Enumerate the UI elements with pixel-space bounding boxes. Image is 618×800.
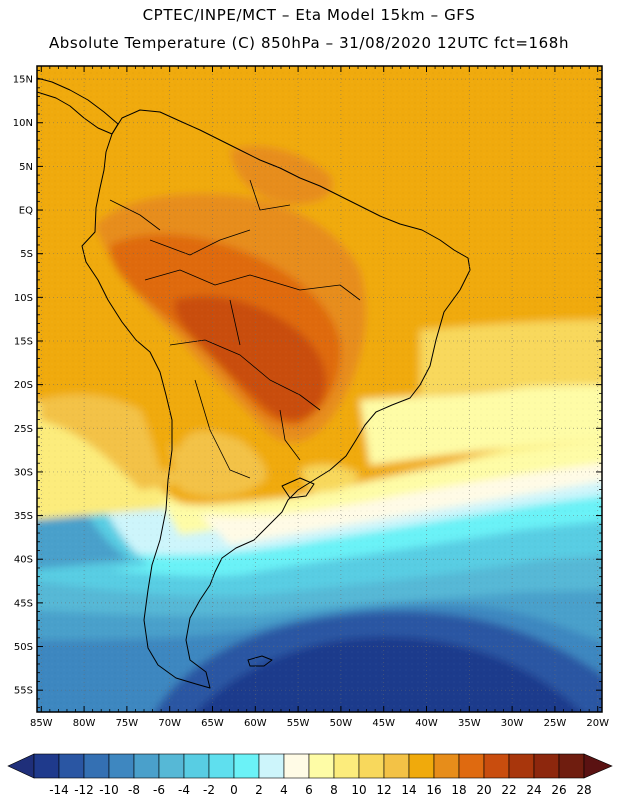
colorbar-labels: -14 -12 -10 -8 -6 -4 -2 0 2 4 6 8 10 12 14 16 18 20 22 24 26…	[49, 783, 591, 797]
lon-label: 65W	[201, 718, 224, 729]
title-line-2: Absolute Temperature (C) 850hPa – 31/08/…	[48, 34, 570, 52]
lat-label: 15S	[14, 336, 33, 347]
colorbar-label: 14	[401, 783, 416, 797]
colorbar-label: 12	[376, 783, 391, 797]
colorbar-label: 20	[476, 783, 491, 797]
colorbar-label: -6	[153, 783, 165, 797]
lon-label: 50W	[330, 718, 353, 729]
colorbar-swatch	[183, 753, 210, 779]
colorbar-right-arrow	[583, 753, 613, 779]
colorbar-label: 22	[501, 783, 516, 797]
colorbar-left-arrow	[7, 753, 35, 779]
lat-label: 5N	[19, 162, 33, 173]
lat-label: 20S	[14, 380, 33, 391]
latitude-labels: 15N 10N 5N EQ 5S 10S 15S 20S 25S 30S 35S 40S 45S 50S 5…	[13, 75, 33, 697]
map-frame	[36, 65, 603, 713]
colorbar-label: 6	[305, 783, 313, 797]
lat-label: 45S	[14, 598, 33, 609]
lat-label: 10S	[14, 293, 33, 304]
lon-label: 20W	[586, 718, 609, 729]
colorbar-label: 28	[576, 783, 591, 797]
colorbar-swatch	[233, 753, 260, 779]
colorbar-label: 10	[351, 783, 366, 797]
internal-borders	[109, 179, 361, 479]
uruguay-coastline	[281, 477, 315, 499]
colorbar-swatch	[533, 753, 560, 779]
lon-label: 25W	[544, 718, 567, 729]
colorbar-label: -14	[49, 783, 69, 797]
colorbar-swatch	[433, 753, 460, 779]
colorbar-swatch	[283, 753, 310, 779]
lat-label: 30S	[14, 467, 33, 478]
lat-label: 15N	[13, 75, 33, 86]
lat-label: EQ	[19, 206, 33, 217]
colorbar-swatch	[58, 753, 85, 779]
colorbar-swatch	[408, 753, 435, 779]
lon-label: 55W	[287, 718, 310, 729]
south-america-coastline	[81, 109, 471, 689]
axis-ticks	[37, 66, 602, 712]
lat-label: 10N	[13, 118, 33, 129]
colorbar-label: 2	[255, 783, 263, 797]
title-line-1: CPTEC/INPE/MCT – Eta Model 15km – GFS	[142, 6, 476, 24]
lon-label: 85W	[30, 718, 53, 729]
colorbar-swatch	[33, 753, 60, 779]
colorbar-label: 18	[451, 783, 466, 797]
colorbar-swatch	[508, 753, 535, 779]
colorbar-swatch	[158, 753, 185, 779]
colorbar-swatch	[258, 753, 285, 779]
temperature-field	[37, 66, 602, 712]
lat-label: 5S	[20, 249, 33, 260]
lat-label: 25S	[14, 424, 33, 435]
colorbar	[7, 753, 613, 779]
colorbar-label: 16	[426, 783, 441, 797]
lon-label: 70W	[158, 718, 181, 729]
falklands-coastline	[247, 655, 273, 667]
colorbar-label: 24	[526, 783, 541, 797]
colorbar-swatch	[458, 753, 485, 779]
colorbar-swatch	[83, 753, 110, 779]
coastlines	[37, 77, 471, 689]
colorbar-swatch	[133, 753, 160, 779]
longitude-labels: 85W 80W 75W 70W 65W 60W 55W 50W 45W 40W 35W 30W 25W 2…	[30, 718, 609, 729]
colorbar-swatch	[308, 753, 335, 779]
colorbar-label: 8	[330, 783, 338, 797]
colorbar-swatch	[383, 753, 410, 779]
lon-label: 30W	[501, 718, 524, 729]
lon-label: 40W	[415, 718, 438, 729]
colorbar-label: 4	[280, 783, 288, 797]
colorbar-swatch	[358, 753, 385, 779]
lon-label: 45W	[372, 718, 395, 729]
lon-label: 80W	[73, 718, 96, 729]
colorbar-swatch	[483, 753, 510, 779]
lon-label: 60W	[244, 718, 267, 729]
lon-label: 75W	[116, 718, 139, 729]
lat-label: 55S	[14, 686, 33, 697]
colorbar-label: -12	[74, 783, 94, 797]
lat-label: 35S	[14, 511, 33, 522]
colorbar-label: -4	[178, 783, 190, 797]
colorbar-swatch	[208, 753, 235, 779]
colorbar-label: 0	[230, 783, 238, 797]
lat-label: 50S	[14, 642, 33, 653]
colorbar-swatch	[558, 753, 585, 779]
colorbar-label: 26	[551, 783, 566, 797]
colorbar-label: -10	[99, 783, 119, 797]
lat-label: 40S	[14, 555, 33, 566]
colorbar-swatch	[333, 753, 360, 779]
lon-label: 35W	[458, 718, 481, 729]
colorbar-swatch	[108, 753, 135, 779]
colorbar-label: -8	[128, 783, 140, 797]
central-america-coastline	[37, 77, 119, 135]
colorbar-label: -2	[203, 783, 215, 797]
